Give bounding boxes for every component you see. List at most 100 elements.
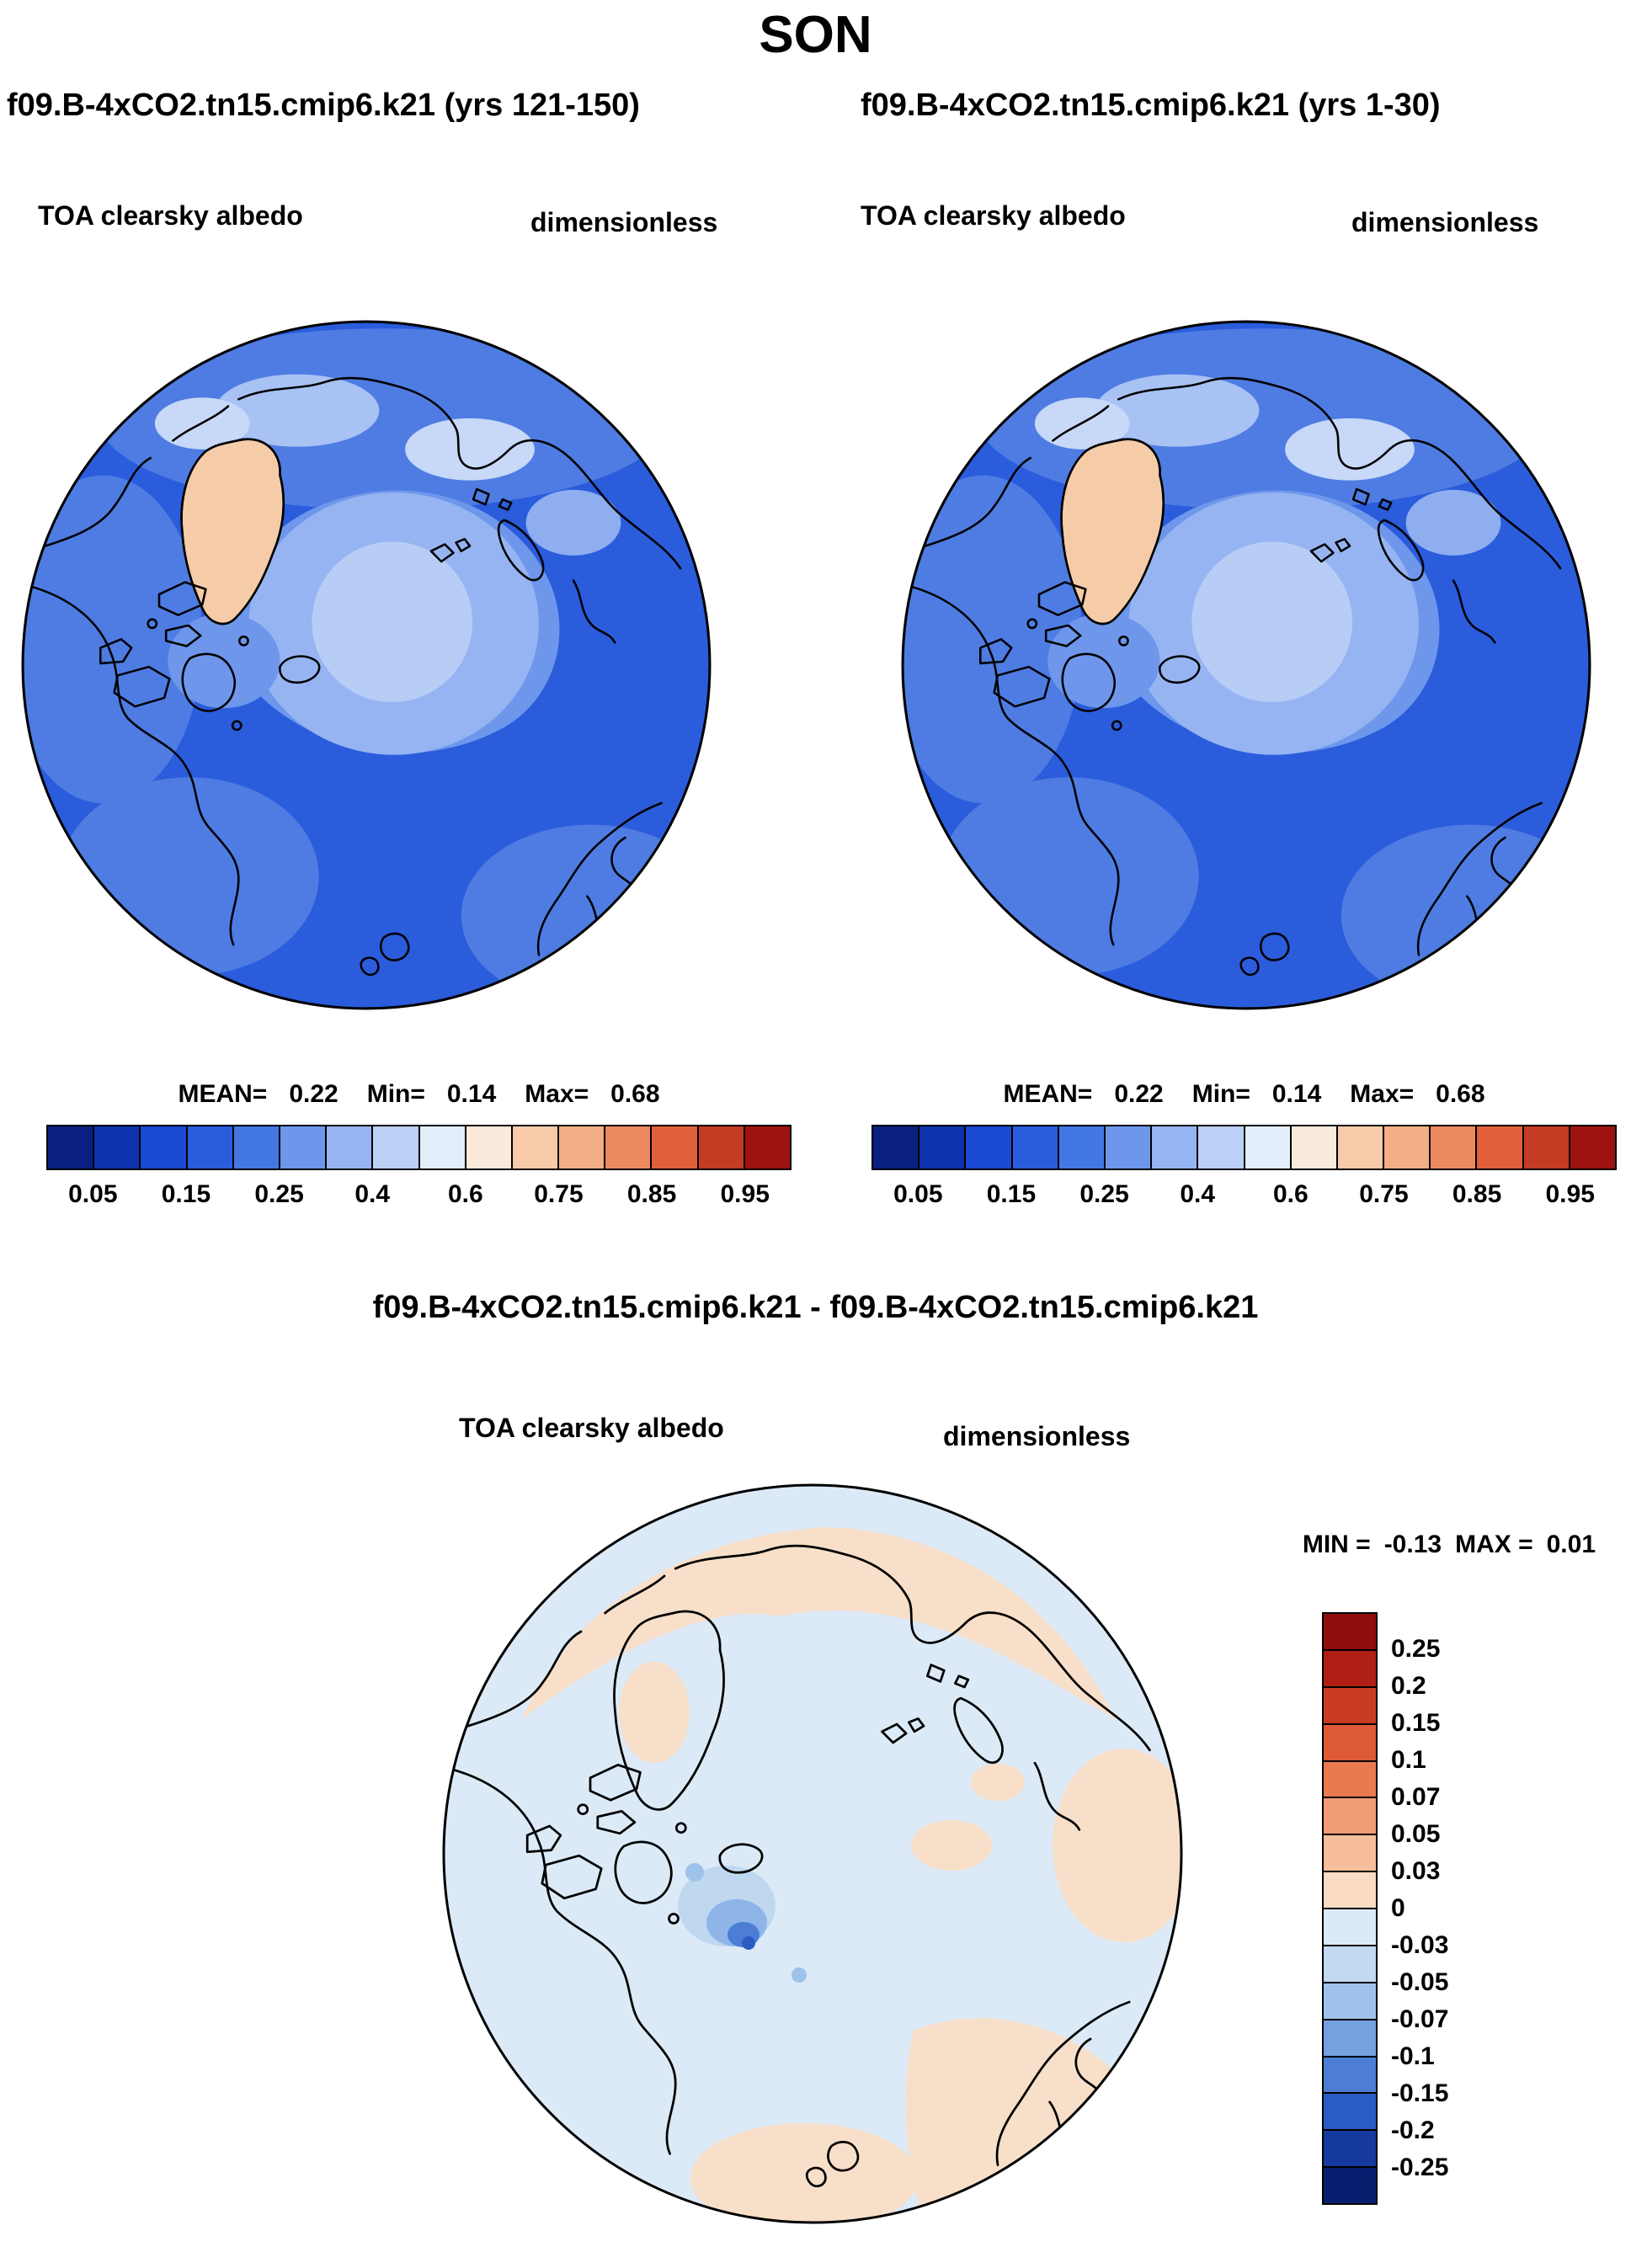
page-title: SON	[759, 6, 872, 64]
colorbar-segment	[278, 1126, 326, 1169]
colorbar-segment	[1324, 1908, 1376, 1945]
colorbar-segment	[1335, 1126, 1383, 1169]
colorbar-segment	[418, 1126, 465, 1169]
colorbar-segment	[1324, 1648, 1376, 1686]
colorbar-tick-label: -0.03	[1391, 1931, 1449, 1959]
diff-colorbar	[1322, 1612, 1378, 2205]
colorbar-segment	[1289, 1126, 1336, 1169]
colorbar-segment	[232, 1126, 279, 1169]
colorbar-tick-label: 0.4	[1180, 1180, 1216, 1208]
map-albedo-yrs-121-150	[21, 320, 712, 1010]
colorbar-segment	[696, 1126, 744, 1169]
panel-title-right: f09.B-4xCO2.tn15.cmip6.k21 (yrs 1-30)	[861, 88, 1441, 123]
diff-min-label: MIN =	[1302, 1531, 1371, 1558]
variable-label-right: TOA clearsky albedo	[861, 200, 1126, 231]
diff-title: f09.B-4xCO2.tn15.cmip6.k21 - f09.B-4xCO2…	[372, 1290, 1259, 1325]
panel-title-left: f09.B-4xCO2.tn15.cmip6.k21 (yrs 121-150)	[7, 88, 640, 123]
colorbar-segment	[1324, 2166, 1376, 2203]
mean-value: 0.22	[1114, 1080, 1164, 1108]
colorbar-segment	[325, 1126, 372, 1169]
colorbar-segment	[1324, 1722, 1376, 1760]
colorbar-segment	[1324, 2018, 1376, 2056]
diff-units-label: dimensionless	[943, 1421, 1131, 1451]
colorbar-segment	[48, 1126, 93, 1169]
colorbar-segment	[557, 1126, 605, 1169]
stats-line-right: MEAN= 0.22 Min= 0.14 Max= 0.68	[871, 1080, 1617, 1109]
colorbar-tick-label: 0.03	[1391, 1857, 1441, 1885]
colorbar-tick-label: 0.75	[1359, 1180, 1409, 1208]
colorbar-segment	[1324, 2092, 1376, 2130]
units-label-left: dimensionless	[530, 207, 718, 237]
colorbar-segment	[1324, 1760, 1376, 1797]
colorbar-tick-label: 0.4	[354, 1180, 391, 1208]
colorbar-segment	[1057, 1126, 1104, 1169]
colorbar-tick-label: 0	[1391, 1894, 1405, 1922]
colorbar-tick-label: 0.15	[1391, 1709, 1441, 1737]
colorbar-right	[871, 1125, 1617, 1170]
colorbar-tick-label: 0.07	[1391, 1783, 1441, 1811]
mean-label: MEAN=	[1003, 1080, 1093, 1108]
colorbar-segment	[139, 1126, 186, 1169]
colorbar-segment	[918, 1126, 965, 1169]
max-label: Max=	[525, 1080, 589, 1108]
colorbar-tick-label: 0.05	[1391, 1820, 1441, 1848]
colorbar-segment	[1197, 1126, 1244, 1169]
max-value: 0.68	[610, 1080, 660, 1108]
colorbar-tick-label: 0.95	[720, 1180, 770, 1208]
colorbar-tick-label: 0.25	[1079, 1180, 1129, 1208]
min-label: Min=	[1191, 1080, 1250, 1108]
stats-line-left: MEAN= 0.22 Min= 0.14 Max= 0.68	[46, 1080, 792, 1109]
mean-label: MEAN=	[178, 1080, 268, 1108]
colorbar-segment	[1522, 1126, 1569, 1169]
colorbar-tick-label: 0.1	[1391, 1746, 1426, 1774]
map-albedo-yrs-1-30	[901, 320, 1591, 1010]
colorbar-tick-label: -0.05	[1391, 1968, 1449, 1996]
colorbar-segment	[1010, 1126, 1058, 1169]
colorbar-tick-label: 0.05	[893, 1180, 943, 1208]
diff-max-label: MAX =	[1455, 1531, 1533, 1558]
colorbar-segment	[964, 1126, 1011, 1169]
colorbar-segment	[1324, 2055, 1376, 2093]
colorbar-ticks-left: 0.05 0.15 0.25 0.4 0.6 0.75 0.85 0.95	[46, 1180, 792, 1214]
colorbar-tick-label: -0.25	[1391, 2154, 1449, 2181]
colorbar-tick-label: 0.6	[447, 1180, 483, 1208]
diff-minmax-line: MIN = -0.13 MAX = 0.01	[1213, 1531, 1596, 1559]
max-label: Max=	[1350, 1080, 1415, 1108]
colorbar-segment	[464, 1126, 511, 1169]
colorbar-segment	[1324, 2129, 1376, 2167]
colorbar-tick-label: 0.75	[534, 1180, 584, 1208]
colorbar-tick-label: 0.25	[1391, 1635, 1441, 1663]
colorbar-tick-label: 0.6	[1272, 1180, 1309, 1208]
colorbar-tick-label: 0.2	[1391, 1672, 1426, 1700]
colorbar-segment	[604, 1126, 651, 1169]
colorbar-segment	[1324, 1797, 1376, 1834]
map-albedo-difference	[442, 1483, 1183, 2224]
units-label-right: dimensionless	[1351, 207, 1539, 237]
colorbar-tick-label: -0.07	[1391, 2005, 1449, 2033]
colorbar-tick-label: 0.15	[161, 1180, 211, 1208]
colorbar-tick-label: 0.25	[254, 1180, 304, 1208]
min-value: 0.14	[446, 1080, 497, 1108]
colorbar-segment	[510, 1126, 558, 1169]
colorbar-segment	[93, 1126, 140, 1169]
colorbar-segment	[1429, 1126, 1476, 1169]
diff-max-value: 0.01	[1546, 1531, 1596, 1558]
min-value: 0.14	[1271, 1080, 1322, 1108]
colorbar-segment	[873, 1126, 919, 1169]
min-label: Min=	[366, 1080, 425, 1108]
colorbar-tick-label: -0.15	[1391, 2079, 1449, 2107]
colorbar-left	[46, 1125, 792, 1170]
colorbar-segment	[1324, 1614, 1376, 1649]
variable-label-left: TOA clearsky albedo	[38, 200, 303, 231]
colorbar-tick-label: 0.85	[1452, 1180, 1502, 1208]
max-value: 0.68	[1436, 1080, 1485, 1108]
mean-value: 0.22	[289, 1080, 338, 1108]
colorbar-tick-label: 0.05	[68, 1180, 118, 1208]
colorbar-segment	[1324, 1685, 1376, 1723]
colorbar-segment	[1568, 1126, 1615, 1169]
diff-min-value: -0.13	[1383, 1531, 1442, 1558]
colorbar-segment	[1243, 1126, 1290, 1169]
colorbar-segment	[1103, 1126, 1151, 1169]
colorbar-segment	[650, 1126, 697, 1169]
